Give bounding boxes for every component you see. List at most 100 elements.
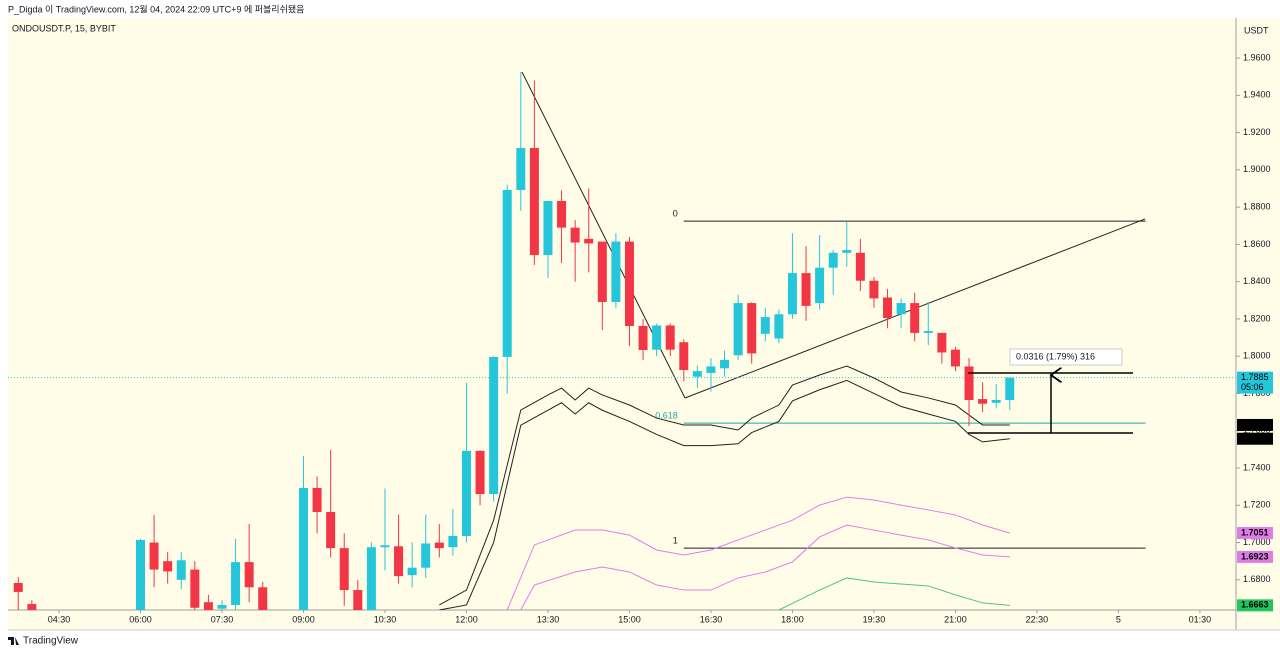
y-tick-label: 1.9000: [1243, 164, 1271, 174]
price-label: 1.6923: [1241, 551, 1269, 561]
x-tick-label: 18:00: [781, 614, 804, 624]
candle-body: [502, 189, 512, 357]
candle-body: [597, 241, 607, 302]
price-label: 1.7557: [1241, 433, 1269, 443]
candle-body: [774, 314, 784, 339]
x-tick-label: 13:30: [537, 614, 560, 624]
countdown: 05:06: [1241, 382, 1264, 392]
candle-body: [489, 356, 499, 495]
candle-body: [312, 487, 322, 512]
x-tick-label: 21:00: [944, 614, 967, 624]
price-label-box: [1237, 550, 1273, 563]
x-tick-label: 22:30: [1026, 614, 1049, 624]
candle-body: [828, 252, 838, 268]
y-tick-label: 1.8200: [1243, 313, 1271, 323]
indicator-line: [778, 577, 1010, 610]
candle-body: [163, 561, 173, 572]
plot-layer: 0 0.618 1: [8, 71, 1236, 610]
x-tick-label: 10:30: [374, 614, 397, 624]
candle-body: [380, 545, 390, 548]
candle-body: [217, 604, 227, 609]
x-tick-label: 16:30: [700, 614, 723, 624]
candle-body: [692, 371, 702, 377]
candle-body: [407, 567, 417, 576]
price-label: 1.7051: [1241, 527, 1269, 537]
candle-body: [366, 547, 376, 610]
x-tick-label: 01:30: [1189, 614, 1212, 624]
candle-body: [434, 542, 444, 549]
candle-body: [529, 148, 539, 256]
candle-body: [652, 325, 662, 350]
candle-body: [787, 273, 797, 315]
candle-body: [244, 562, 254, 588]
y-tick-label: 1.8000: [1243, 351, 1271, 361]
x-tick-label: 15:00: [618, 614, 641, 624]
candle-body: [978, 399, 988, 404]
candle-body: [570, 227, 580, 243]
x-tick-label: 07:30: [211, 614, 234, 624]
fib-label: 1: [673, 536, 678, 546]
candle-body: [298, 487, 308, 610]
price-label-box: [1237, 527, 1273, 540]
measure-box: [1009, 348, 1123, 366]
candle-body: [706, 366, 716, 373]
y-tick-label: 1.9200: [1243, 127, 1271, 137]
candle-body: [176, 560, 186, 580]
y-tick-label: 1.8800: [1243, 201, 1271, 211]
candle-body: [720, 359, 730, 369]
candle-body: [353, 590, 363, 610]
x-tick-label: 06:00: [129, 614, 152, 624]
price-label-box: [1237, 599, 1273, 612]
logo-icon: [8, 637, 19, 645]
candle-body: [883, 297, 893, 318]
currency: USDT: [1244, 25, 1269, 35]
y-tick-label: 1.7400: [1243, 462, 1271, 472]
y-tick-label: 1.8600: [1243, 239, 1271, 249]
indicator-line: [506, 496, 1010, 610]
candle-body: [638, 326, 648, 351]
candle-body: [543, 200, 553, 256]
candle-body: [339, 548, 349, 591]
candle-body: [448, 536, 458, 548]
candle-body: [910, 303, 920, 333]
logo-text: TradingView: [23, 636, 79, 647]
indicator-line: [520, 524, 1010, 610]
candle-body: [516, 148, 526, 190]
x-tick-label: 04:30: [48, 614, 71, 624]
fib-label: 0.618: [655, 410, 678, 420]
candle-body: [665, 325, 675, 350]
candle-body: [475, 450, 485, 495]
candle-body: [801, 273, 811, 306]
price-label-box: [1237, 418, 1273, 431]
last-price-label: 1.7885: [1241, 372, 1269, 382]
candle-body: [231, 562, 241, 605]
measure-tool: 0.0316 (1.79%) 316: [968, 348, 1133, 434]
candle-body: [149, 542, 159, 570]
price-label: 1.7631: [1241, 419, 1269, 429]
candle-body: [733, 303, 743, 356]
candle-body: [679, 342, 689, 370]
x-tick-label: 5: [1116, 614, 1121, 624]
candle-body: [135, 539, 145, 610]
y-tick-label: 1.9400: [1243, 90, 1271, 100]
x-tick-label: 12:00: [455, 614, 478, 624]
price-label-box: [1237, 432, 1273, 445]
y-tick-label: 1.8400: [1243, 276, 1271, 286]
candle-body: [760, 317, 770, 334]
candle-body: [611, 241, 621, 302]
candle-body: [923, 331, 933, 333]
candle-body: [394, 546, 404, 577]
candle-body: [27, 604, 37, 610]
candle-body: [842, 249, 852, 253]
candle-body: [624, 241, 634, 327]
y-tick-label: 1.9600: [1243, 52, 1271, 62]
candle-body: [203, 602, 213, 610]
fib-label: 0: [673, 208, 678, 218]
x-tick-label: 19:30: [863, 614, 886, 624]
candle-body: [896, 303, 906, 315]
candle-body: [13, 582, 23, 592]
candle-body: [964, 366, 974, 400]
y-tick-label: 1.7000: [1243, 537, 1271, 547]
y-tick-label: 1.7200: [1243, 500, 1271, 510]
